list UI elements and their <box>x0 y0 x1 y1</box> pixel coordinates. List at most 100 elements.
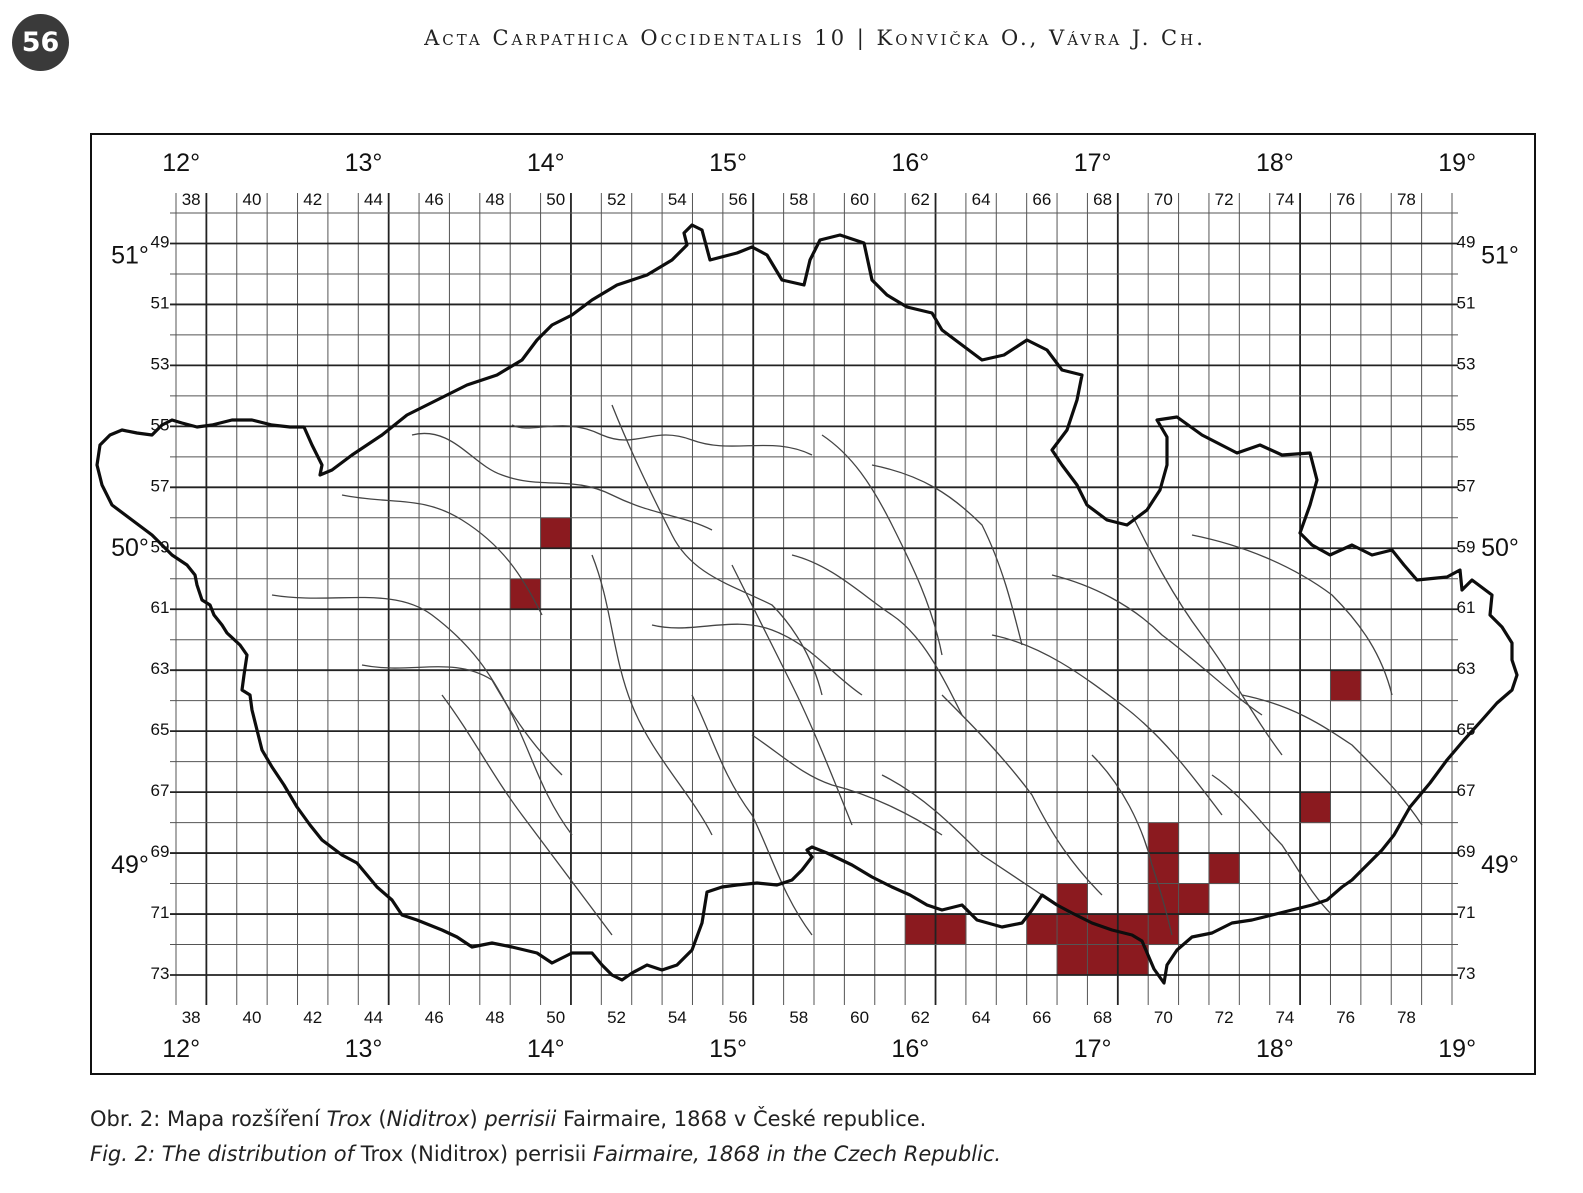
row-label-right: 49 <box>1457 232 1476 251</box>
column-label-bottom: 58 <box>789 1008 808 1027</box>
row-label-right: 53 <box>1457 354 1476 373</box>
river <box>941 694 1103 896</box>
column-label-bottom: 56 <box>729 1008 748 1027</box>
row-label-left: 51 <box>151 293 170 312</box>
column-label-top: 48 <box>486 190 505 209</box>
record-square <box>905 914 937 946</box>
column-label-top: 58 <box>789 190 808 209</box>
column-label-bottom: 54 <box>668 1008 687 1027</box>
longitude-label-top: 14° <box>527 149 565 177</box>
row-label-left: 73 <box>151 964 170 983</box>
record-square <box>1117 914 1149 946</box>
column-label-top: 78 <box>1397 190 1416 209</box>
grid-lines <box>170 193 1458 1005</box>
column-label-top: 50 <box>546 190 565 209</box>
row-label-right: 71 <box>1457 903 1476 922</box>
longitude-label-top: 16° <box>891 149 929 177</box>
river <box>271 594 573 836</box>
river <box>691 694 813 936</box>
river <box>1241 694 1423 826</box>
column-label-bottom: 64 <box>972 1008 991 1027</box>
longitude-label-bottom: 17° <box>1074 1035 1112 1063</box>
caption-en-suffix: in the Czech Republic. <box>759 1142 1002 1166</box>
record-square <box>1300 792 1331 824</box>
column-label-bottom: 66 <box>1032 1008 1051 1027</box>
column-label-top: 38 <box>182 190 201 209</box>
record-square <box>1026 914 1058 946</box>
state-border-path <box>95 223 1519 985</box>
record-square <box>1178 883 1210 915</box>
column-label-bottom: 38 <box>182 1008 201 1027</box>
column-label-top: 68 <box>1093 190 1112 209</box>
caption-en-species: perrisii <box>514 1142 587 1166</box>
caption-cz-authority: Fairmaire, 1868 <box>563 1107 728 1131</box>
column-label-bottom: 60 <box>850 1008 869 1027</box>
longitude-label-top: 15° <box>709 149 747 177</box>
column-label-top: 64 <box>972 190 991 209</box>
river <box>991 634 1223 816</box>
column-label-top: 72 <box>1215 190 1234 209</box>
map-frame: 12° 12° 13° 13° 14° 14° 15° 15° 16° 16° 17° 17° 18° 1… <box>90 133 1536 1075</box>
river <box>591 554 713 836</box>
latitude-label-left: 51° <box>111 242 149 270</box>
caption-cz-prefix: Obr. 2: Mapa rozšíření <box>90 1107 327 1131</box>
column-label-top: 74 <box>1275 190 1294 209</box>
column-label-bottom: 76 <box>1336 1008 1355 1027</box>
river <box>441 694 613 936</box>
record-square <box>1117 944 1149 976</box>
column-label-bottom: 68 <box>1093 1008 1112 1027</box>
longitude-label-bottom: 16° <box>891 1035 929 1063</box>
column-label-top: 76 <box>1336 190 1355 209</box>
column-label-bottom: 48 <box>486 1008 505 1027</box>
column-label-bottom: 42 <box>303 1008 322 1027</box>
longitude-label-bottom: 15° <box>709 1035 747 1063</box>
record-squares <box>510 517 1362 976</box>
rivers <box>271 404 1423 936</box>
row-label-left: 67 <box>151 781 170 800</box>
river <box>791 554 963 716</box>
row-label-left: 53 <box>151 354 170 373</box>
caption-en-prefix: Fig. 2: The distribution of <box>90 1142 361 1166</box>
column-label-bottom: 52 <box>607 1008 626 1027</box>
caption-en-genus: Trox <box>360 1142 404 1166</box>
record-square <box>1057 883 1088 915</box>
row-label-right: 55 <box>1457 415 1476 434</box>
column-label-top: 52 <box>607 190 626 209</box>
row-label-left: 65 <box>151 720 170 739</box>
column-label-top: 56 <box>729 190 748 209</box>
distribution-map: 12° 12° 13° 13° 14° 14° 15° 15° 16° 16° 17° 17° 18° 1… <box>95 149 1519 1063</box>
river <box>361 664 563 776</box>
page-number-badge: 56 <box>12 14 69 71</box>
record-square <box>1148 883 1180 915</box>
column-label-top: 62 <box>911 190 930 209</box>
record-square <box>1057 944 1088 976</box>
longitude-label-top: 12° <box>162 149 200 177</box>
column-label-bottom: 70 <box>1154 1008 1173 1027</box>
row-label-right: 67 <box>1457 781 1476 800</box>
record-square <box>935 914 967 946</box>
longitude-label-top: 13° <box>345 149 383 177</box>
river <box>731 564 853 826</box>
column-label-bottom: 50 <box>546 1008 565 1027</box>
river <box>411 432 713 531</box>
river <box>651 623 863 696</box>
record-square <box>1087 944 1119 976</box>
river <box>341 494 543 616</box>
row-label-right: 51 <box>1457 293 1476 312</box>
river <box>871 464 1023 646</box>
caption-en-subgenus: Niditrox <box>418 1142 500 1166</box>
column-label-top: 44 <box>364 190 383 209</box>
caption-cz-species: perrisii <box>484 1107 557 1131</box>
river <box>1211 774 1333 916</box>
record-square <box>1148 914 1180 946</box>
row-label-right: 57 <box>1457 476 1476 495</box>
caption-cz-subgenus: Niditrox <box>386 1107 470 1131</box>
river <box>1051 574 1263 716</box>
latitude-label-left: 49° <box>111 851 149 879</box>
row-label-right: 73 <box>1457 964 1476 983</box>
column-label-bottom: 46 <box>425 1008 444 1027</box>
caption-czech: Obr. 2: Mapa rozšíření Trox (Niditrox) p… <box>90 1107 927 1131</box>
row-label-left: 63 <box>151 659 170 678</box>
caption-en-authority: Fairmaire, 1868 <box>593 1142 760 1166</box>
column-label-bottom: 44 <box>364 1008 383 1027</box>
